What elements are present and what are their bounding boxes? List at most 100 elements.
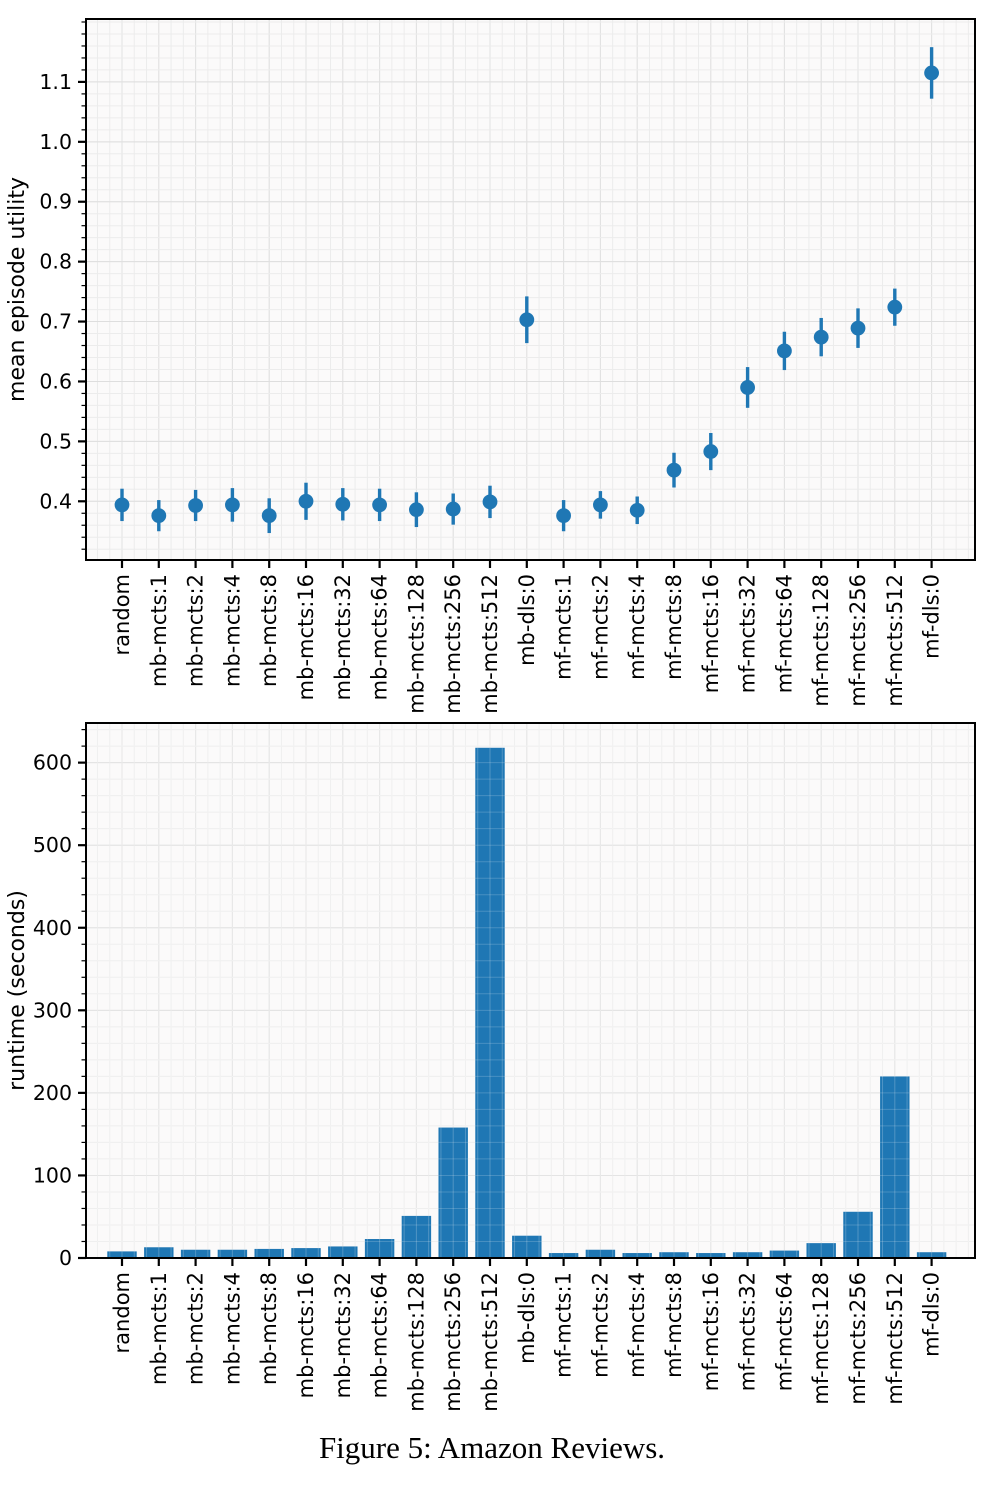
x-tick-label: mb-mcts:256 <box>441 1272 465 1412</box>
x-tick-label: mf-mcts:8 <box>662 1272 686 1378</box>
bar <box>622 1253 652 1258</box>
bar <box>696 1253 726 1258</box>
data-point <box>151 508 167 524</box>
x-tick-label: mf-mcts:64 <box>772 1272 796 1391</box>
x-tick-label: mb-mcts:4 <box>220 574 244 687</box>
bar <box>585 1249 616 1258</box>
data-point <box>519 312 535 328</box>
data-point <box>850 320 866 336</box>
bar <box>880 1076 910 1258</box>
x-tick-label: mf-mcts:512 <box>883 1272 907 1405</box>
x-tick-label: mb-mcts:512 <box>478 574 502 714</box>
bar <box>180 1249 211 1258</box>
data-point <box>813 329 829 345</box>
bar <box>144 1247 174 1258</box>
x-tick-label: mf-mcts:128 <box>809 1272 833 1405</box>
bar <box>364 1239 395 1258</box>
x-tick-label: mb-mcts:2 <box>184 574 208 687</box>
x-tick-label: mf-mcts:16 <box>699 1272 723 1391</box>
x-tick-label: mb-mcts:512 <box>478 1272 502 1412</box>
x-tick-label: mf-mcts:32 <box>736 574 760 693</box>
x-tick-label: mf-mcts:512 <box>883 574 907 707</box>
plot-background <box>86 723 975 1258</box>
bar <box>916 1252 947 1258</box>
figure-caption: Figure 5: Amazon Reviews. <box>318 1430 666 1465</box>
x-tick-label: mf-mcts:256 <box>846 1272 870 1405</box>
x-tick-label: mf-mcts:32 <box>736 1272 760 1391</box>
x-tick-label: mf-mcts:1 <box>552 574 576 680</box>
data-point <box>261 508 277 524</box>
bar <box>107 1251 137 1258</box>
y-tick-label: 200 <box>33 1081 72 1105</box>
x-tick-label: mb-mcts:32 <box>331 1272 355 1398</box>
y-tick-label: 0.9 <box>39 190 72 214</box>
bar <box>328 1246 358 1258</box>
bar <box>438 1127 468 1258</box>
y-tick-label: 400 <box>33 916 72 940</box>
x-tick-label: mf-mcts:2 <box>588 1272 612 1378</box>
data-point <box>887 299 903 315</box>
bar <box>843 1211 873 1258</box>
bar <box>769 1250 800 1258</box>
bar <box>475 747 505 1258</box>
bar <box>806 1243 836 1258</box>
data-point <box>924 65 939 81</box>
plot-frame <box>85 18 976 561</box>
bar <box>254 1248 284 1258</box>
data-point <box>666 462 682 478</box>
x-tick-label: mf-mcts:4 <box>625 1272 649 1378</box>
x-tick-label: mb-mcts:64 <box>368 1272 392 1398</box>
x-tick-label: mb-mcts:8 <box>257 1272 281 1385</box>
y-tick-label: 0 <box>59 1246 72 1270</box>
x-tick-label: mb-mcts:1 <box>147 1272 171 1385</box>
x-tick-label: mf-mcts:64 <box>772 574 796 693</box>
data-point <box>225 497 240 513</box>
x-tick-label: mb-mcts:16 <box>294 1272 318 1398</box>
data-point <box>409 502 424 518</box>
data-point <box>298 493 314 509</box>
data-point <box>335 496 351 512</box>
x-tick-label: mf-mcts:1 <box>552 1272 576 1378</box>
y-axis-label: mean episode utility <box>5 177 30 402</box>
y-tick-label: 500 <box>33 833 72 857</box>
mean-episode-utility-chart: 0.4 0.5 0.6 0.7 0.8 0.9 1.0 1.1 random mb-mcts:1 m… <box>5 18 976 714</box>
bar <box>548 1253 579 1258</box>
data-point <box>556 508 571 524</box>
x-tick-label: mb-mcts:256 <box>441 574 465 714</box>
data-point <box>777 343 792 359</box>
x-tick-label: mf-mcts:8 <box>662 574 686 680</box>
bar <box>291 1248 321 1258</box>
x-tick-label: mb-mcts:64 <box>368 574 392 700</box>
x-tick-label: mb-dls:0 <box>515 1272 539 1364</box>
bar <box>401 1215 432 1258</box>
x-tick-label: mb-dls:0 <box>515 574 539 666</box>
x-tick-label: random <box>110 574 134 655</box>
x-tick-label: mb-mcts:128 <box>404 1272 428 1412</box>
x-tick-label: mb-mcts:128 <box>404 574 428 714</box>
y-tick-label: 0.7 <box>39 310 72 334</box>
y-axis-label: runtime (seconds) <box>5 890 30 1091</box>
data-point <box>629 502 645 518</box>
x-tick-label: mb-mcts:8 <box>257 574 281 687</box>
x-tick-label: mf-dls:0 <box>920 574 944 659</box>
x-tick-label: mb-mcts:32 <box>331 574 355 700</box>
data-point <box>114 497 130 513</box>
bar <box>512 1235 542 1258</box>
data-point <box>703 444 719 459</box>
data-point <box>445 501 461 517</box>
y-tick-label: 1.1 <box>39 70 72 94</box>
y-tick-label: 0.6 <box>39 369 72 393</box>
x-tick-label: mf-mcts:256 <box>846 574 870 707</box>
bar <box>659 1252 689 1258</box>
x-tick-label: mb-mcts:2 <box>184 1272 208 1385</box>
data-point <box>372 497 387 513</box>
runtime-chart: 0 100 200 300 400 500 600 random mb-mcts:1 mb-mct… <box>5 722 976 1412</box>
x-tick-label: mf-mcts:4 <box>625 574 649 680</box>
x-tick-label: mf-mcts:2 <box>588 574 612 680</box>
x-tick-label: mb-mcts:16 <box>294 574 318 700</box>
x-tick-label: mf-mcts:128 <box>809 574 833 707</box>
y-tick-label: 0.4 <box>39 489 72 513</box>
x-tick-label: mf-dls:0 <box>920 1272 944 1357</box>
y-tick-label: 0.8 <box>39 250 72 274</box>
y-tick-label: 600 <box>33 751 72 775</box>
